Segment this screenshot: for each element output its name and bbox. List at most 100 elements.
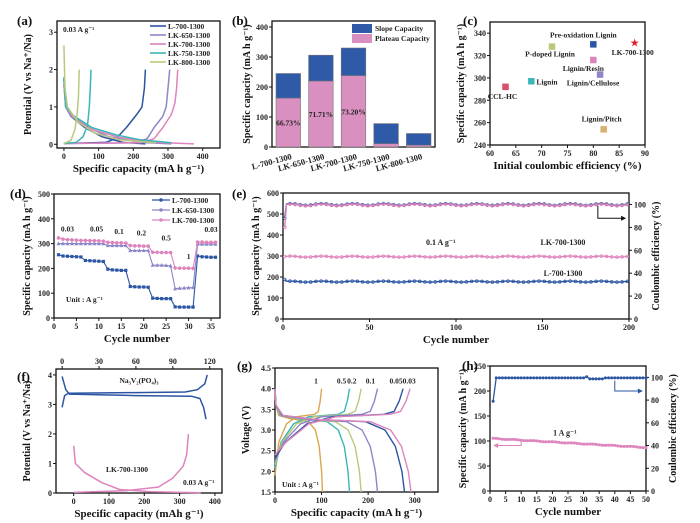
data-point [551, 440, 554, 444]
data-point [568, 254, 572, 258]
y2-tick-label: 60 [634, 246, 642, 255]
data-point [609, 255, 614, 259]
y-tick-label: 2.5 [261, 447, 271, 456]
y2-tick-label: 0 [634, 315, 638, 324]
panel-label: (d) [10, 186, 26, 201]
data-point [282, 277, 287, 282]
y-tick-label: 300 [38, 240, 50, 249]
data-point [417, 279, 422, 284]
y-tick-label: 2.0 [261, 467, 271, 476]
data-point [594, 377, 598, 381]
plot-frame [55, 368, 223, 494]
data-point [186, 266, 191, 270]
panel-label: (g) [237, 358, 252, 373]
series-LK-700-1300-ce [284, 203, 630, 228]
data-point [164, 263, 169, 268]
y-tick-label: 200 [474, 387, 486, 396]
data-point [423, 203, 427, 208]
data-point [159, 262, 164, 267]
data-point [128, 243, 133, 248]
data-point [329, 255, 334, 259]
bar-plateau-LK-700-1300 [340, 75, 367, 148]
data-point [186, 305, 191, 309]
data-point [566, 376, 570, 380]
data-point [209, 240, 213, 245]
data-point [558, 203, 562, 208]
y-tick-label: 1 [48, 459, 52, 468]
data-point [588, 377, 592, 381]
data-point [412, 254, 417, 258]
data-point [641, 376, 645, 380]
data-point [597, 377, 601, 381]
data-point [500, 254, 505, 259]
data-point [195, 254, 200, 258]
data-point [516, 376, 520, 380]
data-point [123, 241, 128, 245]
bar-slope-LK-650-1300 [308, 54, 334, 82]
data-point [585, 375, 589, 379]
data-point [625, 202, 630, 207]
x-tick-label: 0 [52, 322, 56, 331]
data-point [360, 280, 365, 284]
panel-label: (f) [17, 369, 30, 384]
data-point [607, 443, 610, 447]
current-density-label: 0.1 A g⁻¹ [426, 238, 456, 247]
data-point [622, 445, 626, 448]
y2-axis-label: Coulombic efficiency (%) [668, 374, 679, 483]
data-point [428, 204, 432, 208]
data-point [438, 254, 443, 259]
legend-label: LK-750-1300 [168, 49, 210, 58]
data-point [449, 202, 453, 207]
data-point [575, 376, 579, 380]
x-tick-label: 100 [93, 152, 105, 161]
rate-label: 0.03 [403, 377, 416, 386]
y-tick-label: 500 [38, 190, 50, 199]
data-point [494, 376, 498, 380]
series-LK-800-1300-charge [63, 69, 80, 145]
data-point [124, 268, 128, 272]
data-point [469, 279, 474, 284]
series-label-L-700-1300: L-700-1300 [544, 269, 583, 278]
data-point [407, 254, 412, 259]
y2-tick-label: 40 [634, 269, 642, 278]
data-point [164, 250, 168, 255]
data-point [123, 243, 128, 248]
data-point [366, 280, 370, 284]
data-point [589, 203, 593, 208]
x-tick-label: 400 [209, 497, 221, 506]
y-tick-label: 200 [38, 264, 50, 273]
data-point [469, 202, 474, 207]
data-point [417, 202, 422, 207]
data-point [150, 250, 155, 255]
data-point [454, 255, 458, 259]
arrow-head-icon [621, 215, 627, 221]
y-axis-label: Specific capacity (mA h g⁻¹) [456, 24, 467, 143]
x-axis-label: Specific capacity (mAh g⁻¹) [74, 508, 204, 520]
data-point [110, 243, 115, 248]
y-tick-label: 100 [267, 294, 279, 303]
legend-marker [159, 218, 163, 222]
data-point [526, 203, 531, 208]
x-tick-label: 10 [95, 322, 103, 331]
data-point [150, 262, 155, 267]
data-point [92, 259, 96, 263]
data-point [506, 279, 510, 283]
series-LK-700-1300-discharge [72, 445, 201, 494]
data-point [428, 255, 432, 259]
series-LK-700-1300-charge [63, 69, 179, 145]
y-tick-label: 280 [474, 96, 486, 105]
x-tick-label: 25 [162, 322, 170, 331]
data-point [101, 241, 106, 246]
data-point [293, 254, 297, 259]
data-point [350, 279, 354, 283]
data-point [298, 280, 303, 284]
data-point [547, 203, 552, 208]
data-point [547, 280, 552, 284]
data-point [557, 440, 561, 444]
data-point [78, 241, 83, 246]
data-point [314, 254, 318, 259]
data-point [371, 255, 375, 259]
legend-label-slope: Slope Capacity [375, 24, 423, 33]
